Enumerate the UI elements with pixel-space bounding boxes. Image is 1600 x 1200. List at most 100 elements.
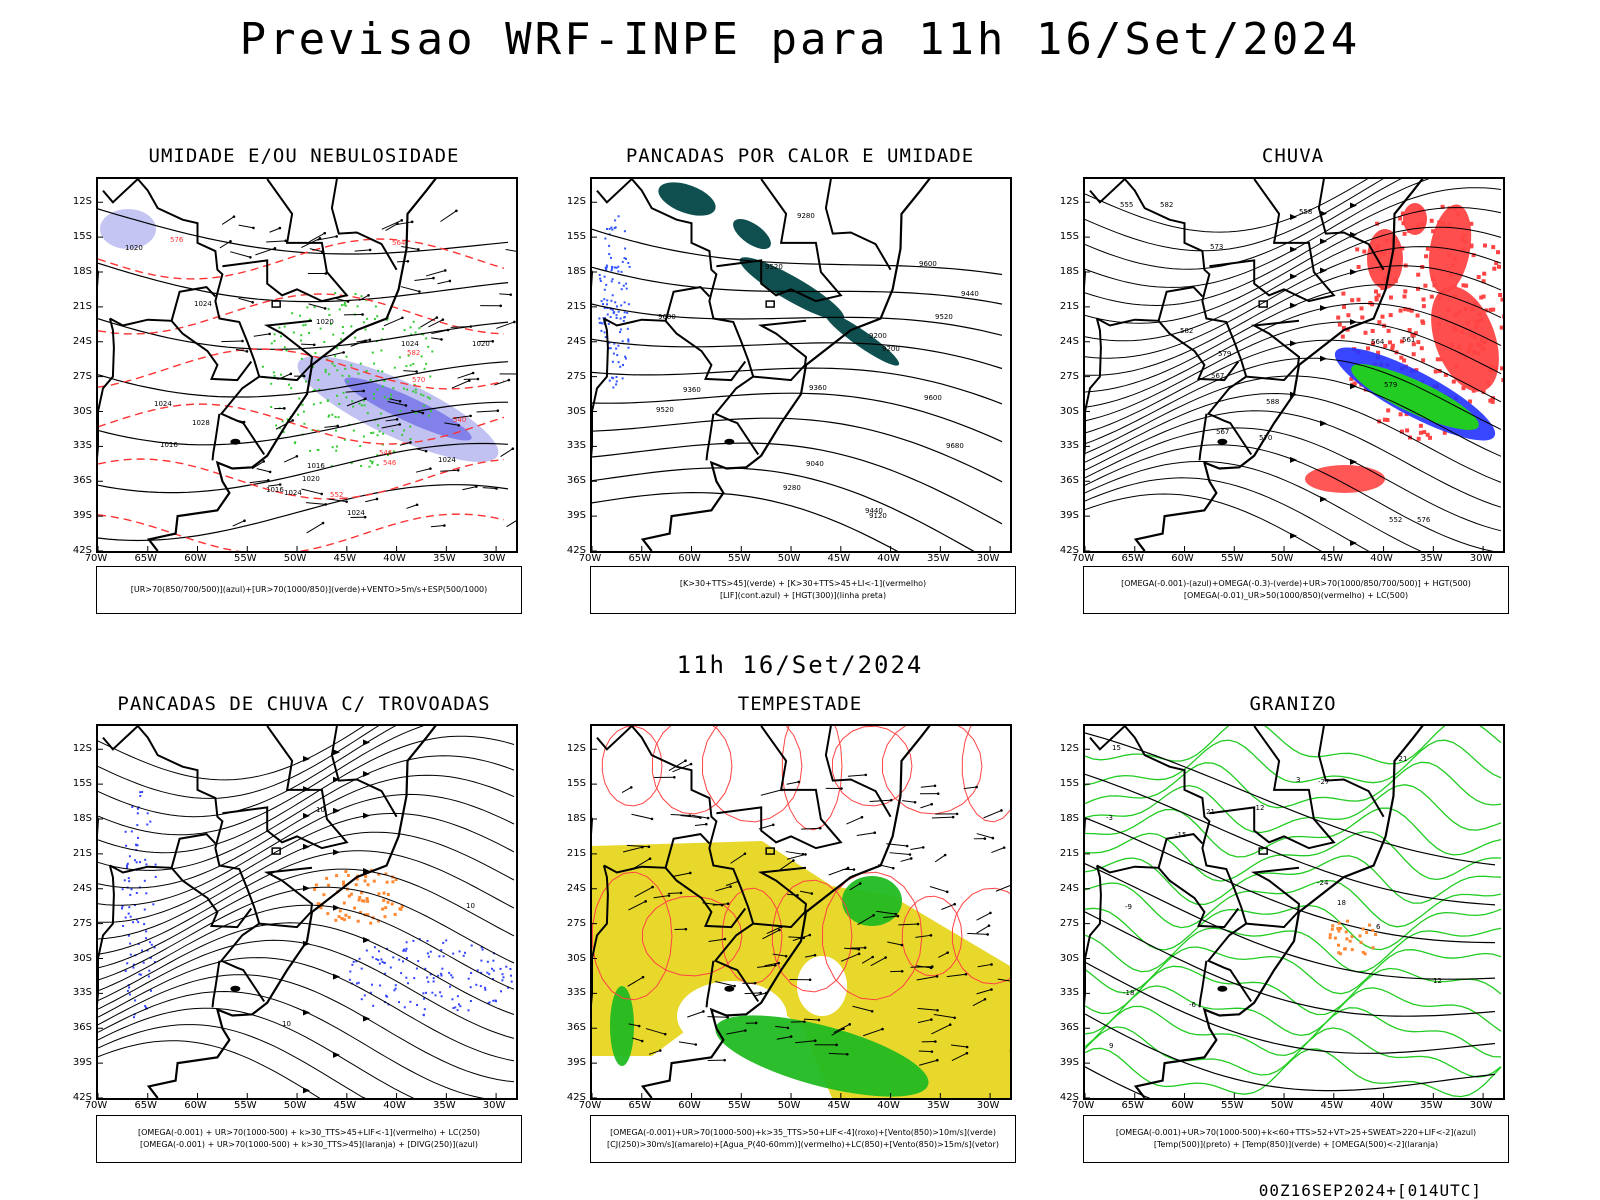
- strong-omega-area: [1351, 364, 1479, 430]
- contour-label: 546: [383, 459, 397, 467]
- omega-area: [1328, 919, 1378, 956]
- streamline-arrowhead: [1320, 496, 1327, 503]
- border-line: [592, 865, 609, 1006]
- streamline-arrowhead: [1320, 305, 1327, 312]
- level-contour: [721, 887, 783, 985]
- border-line: [1246, 364, 1299, 382]
- map-panel: 588 582 582 579 576 573 570 567 567 564 561 558 555 5…: [1083, 177, 1505, 553]
- lat-tick-label: 21S: [1059, 300, 1079, 312]
- contour-label: 567: [1216, 428, 1229, 436]
- contour-label: 9360: [683, 386, 701, 394]
- contour-label: 576: [1417, 516, 1431, 524]
- lon-tick-label: 60W: [1171, 553, 1194, 564]
- legend-line: [CJ(250)>30m/s](amarelo)+[Agua_P(40-60mm…: [607, 1140, 999, 1149]
- streamline: [98, 755, 515, 871]
- lon-tick-label: 40W: [1370, 1100, 1393, 1111]
- lon-tick-label: 70W: [1071, 1100, 1095, 1111]
- border-line: [705, 960, 715, 1008]
- border-line: [1198, 960, 1208, 1008]
- country-borders: [592, 726, 931, 1098]
- streamline-arrowhead: [303, 755, 310, 762]
- border-line: [1096, 864, 1240, 929]
- border-line: [603, 317, 747, 382]
- streamline-arrowhead: [1350, 383, 1357, 390]
- contour-line: [1085, 961, 1496, 1054]
- contour-label: 9440: [961, 290, 979, 298]
- lon-tick-label: 60W: [678, 1100, 701, 1111]
- lat-tick-label: 30S: [566, 952, 586, 964]
- country-borders: [592, 179, 931, 551]
- contour-label: 576: [170, 236, 184, 244]
- legend-box: [OMEGA(-0.001)+UR>70(1000-500)+k>35_TTS>…: [590, 1115, 1016, 1163]
- border-line: [170, 286, 217, 322]
- country-borders: [1085, 179, 1424, 551]
- level-contour: [592, 871, 673, 1001]
- streamline-arrowhead: [1290, 340, 1297, 347]
- contour-label: -21: [1396, 755, 1407, 763]
- temp850-contour: [1085, 807, 1502, 858]
- streamline-arrowhead: [333, 1051, 340, 1058]
- streamline-arrowhead: [333, 904, 340, 911]
- border-line: [263, 319, 314, 366]
- contour-lines: [98, 208, 509, 542]
- border-line: [1085, 865, 1102, 1006]
- footer-run-label: 00Z16SEP2024+[014UTC]: [1258, 1181, 1482, 1200]
- border-line: [1317, 726, 1385, 818]
- border-line: [109, 317, 253, 382]
- contour-label: 10: [466, 902, 475, 910]
- lat-tick-label: 15S: [72, 231, 92, 243]
- streamline: [1085, 265, 1502, 376]
- streamline-arrowhead: [363, 937, 370, 944]
- temp850-contour: [1085, 965, 1502, 1016]
- contour-label: 9520: [935, 313, 953, 321]
- temp850-contour: [1085, 830, 1502, 882]
- lon-tick-label: 45W: [1320, 1100, 1344, 1111]
- streamline: [98, 922, 515, 1015]
- lat-tick-label: 33S: [1059, 987, 1079, 999]
- level-contour: [881, 726, 983, 815]
- lat-tick-label: 15S: [1059, 231, 1079, 243]
- lon-tick-label: 35W: [927, 553, 950, 564]
- streamline-arrowhead: [1350, 268, 1357, 275]
- lon-tick-label: 50W: [1270, 1100, 1294, 1111]
- lon-tick-label: 35W: [1420, 553, 1443, 564]
- contour-line: [1085, 817, 1496, 944]
- border-line: [259, 911, 312, 929]
- streamline-arrowhead: [1320, 355, 1327, 362]
- streamline: [98, 904, 515, 992]
- contour-line: [592, 228, 1003, 276]
- border-line: [1317, 179, 1385, 271]
- streamline: [1085, 410, 1502, 508]
- thickness-line: [98, 458, 505, 500]
- lat-tick-label: 33S: [72, 440, 92, 452]
- thickness-line: [98, 293, 505, 335]
- contour-line: [592, 367, 1003, 405]
- map-panel: 9680 9600 9600 9520 9520 9440 9440 9360 9360 9280…: [590, 177, 1012, 553]
- contour-label: 9120: [869, 512, 887, 520]
- lat-tick-label: 24S: [72, 335, 92, 347]
- lat-tick-label: 30S: [1059, 952, 1079, 964]
- streamline: [1085, 427, 1502, 532]
- streamline-arrowhead: [363, 770, 370, 777]
- border-line: [1085, 318, 1102, 459]
- border-line: [1209, 726, 1336, 850]
- lat-tick-label: 15S: [72, 778, 92, 790]
- lat-tick-label: 21S: [1059, 847, 1079, 859]
- streamline: [98, 1024, 365, 1098]
- lat-tick-label: 27S: [72, 917, 92, 929]
- contour-line: [98, 318, 509, 350]
- legend-line: [OMEGA(-0.01)_UR>50(1000/850)(vermelho) …: [1183, 591, 1409, 600]
- streamlines: [98, 726, 515, 1098]
- lat-tick-label: 36S: [1059, 1022, 1079, 1034]
- map-panel: [590, 724, 1012, 1100]
- lat-tick-label: 36S: [72, 1022, 92, 1034]
- lon-tick-label: 40W: [383, 1100, 406, 1111]
- coastline: [1133, 179, 1424, 551]
- legend-box: [OMEGA(-0.001) + UR>70(1000-500) + k>30_…: [96, 1115, 522, 1163]
- lake: [724, 438, 735, 445]
- legend-line: [UR>70(850/700/500)](azul)+[UR>70(1000/8…: [130, 585, 488, 594]
- legend-line: [OMEGA(-0.001)+UR>70(1000-500)+k>35_TTS>…: [610, 1128, 996, 1137]
- lon-tick-label: 35W: [433, 1100, 456, 1111]
- lat-tick-label: 24S: [566, 335, 586, 347]
- streamline-arrowhead: [1350, 458, 1357, 465]
